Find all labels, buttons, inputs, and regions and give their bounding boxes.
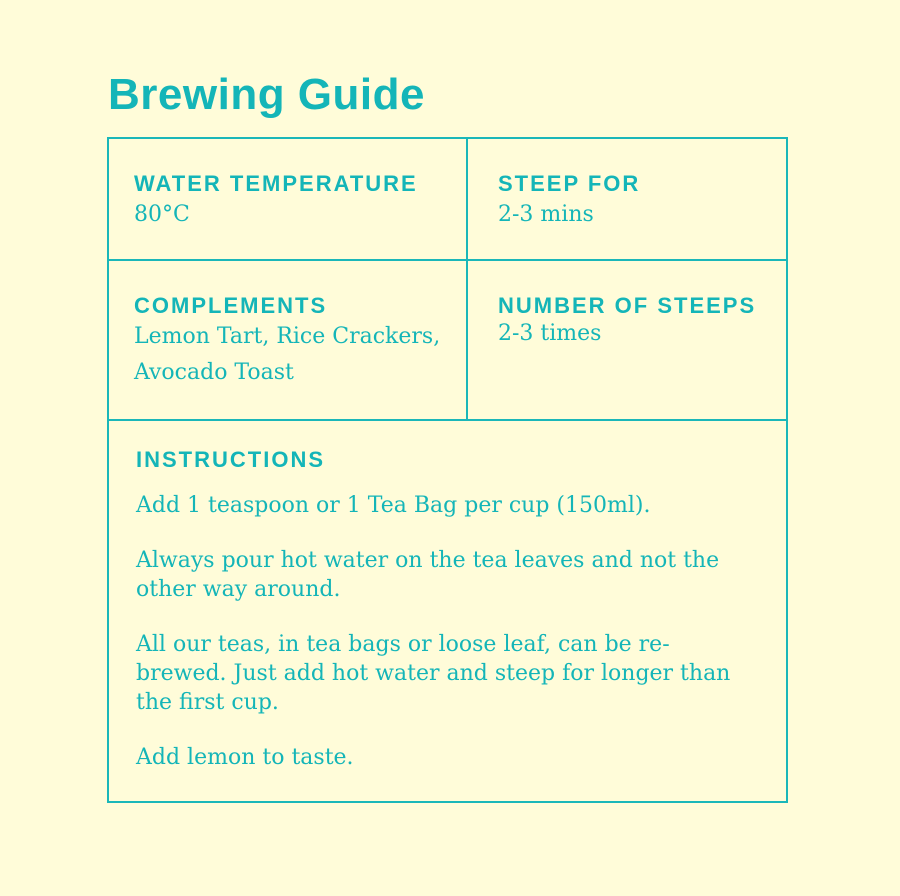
- water-temperature-cell: WATER TEMPERATURE 80°C: [134, 171, 454, 233]
- instruction-paragraph: Always pour hot water on the tea leaves …: [136, 548, 720, 602]
- number-of-steeps-cell: NUMBER OF STEEPS 2-3 times: [498, 293, 788, 349]
- complements-cell: COMPLEMENTS Lemon Tart, Rice Crackers, A…: [134, 293, 464, 391]
- instruction-paragraph: Add 1 teaspoon or 1 Tea Bag per cup (150…: [136, 493, 651, 518]
- instructions-label: INSTRUCTIONS: [136, 447, 325, 472]
- row-divider: [109, 419, 786, 421]
- page-title: Brewing Guide: [108, 70, 425, 119]
- brewing-guide-table: WATER TEMPERATURE 80°C STEEP FOR 2-3 min…: [107, 137, 788, 803]
- complements-label: COMPLEMENTS: [134, 293, 328, 318]
- steep-for-cell: STEEP FOR 2-3 mins: [498, 171, 778, 233]
- number-of-steeps-label: NUMBER OF STEEPS: [498, 293, 757, 318]
- water-temperature-value: 80°C: [134, 202, 190, 227]
- instructions-cell: INSTRUCTIONS Add 1 teaspoon or 1 Tea Bag…: [136, 447, 756, 798]
- row-divider: [109, 259, 786, 261]
- instruction-paragraph: All our teas, in tea bags or loose leaf,…: [136, 632, 731, 715]
- steep-for-value: 2-3 mins: [498, 202, 594, 227]
- number-of-steeps-value: 2-3 times: [498, 321, 602, 346]
- complements-value: Lemon Tart, Rice Crackers, Avocado Toast: [134, 324, 441, 385]
- water-temperature-label: WATER TEMPERATURE: [134, 171, 418, 196]
- steep-for-label: STEEP FOR: [498, 171, 641, 196]
- column-divider: [466, 139, 468, 421]
- instruction-paragraph: Add lemon to taste.: [136, 745, 354, 770]
